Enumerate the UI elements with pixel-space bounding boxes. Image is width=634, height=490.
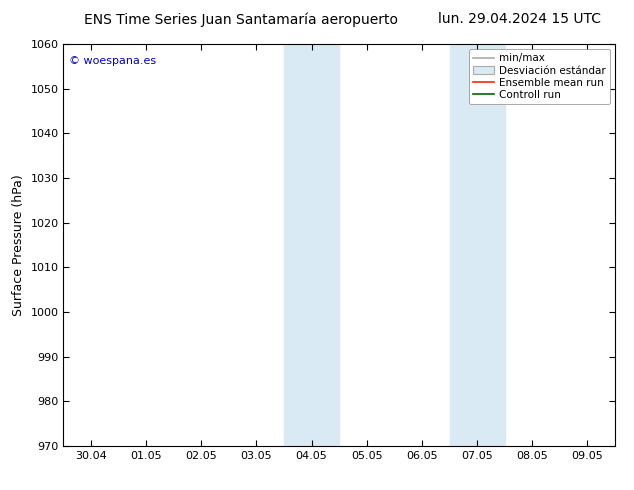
Text: lun. 29.04.2024 15 UTC: lun. 29.04.2024 15 UTC [438, 12, 602, 26]
Text: © woespana.es: © woespana.es [69, 56, 156, 66]
Bar [284, 44, 339, 446]
Bar [450, 44, 505, 446]
Legend: min/max, Desviación estándar, Ensemble mean run, Controll run: min/max, Desviación estándar, Ensemble m… [469, 49, 610, 104]
Y-axis label: Surface Pressure (hPa): Surface Pressure (hPa) [12, 174, 25, 316]
Text: ENS Time Series Juan Santamaría aeropuerto: ENS Time Series Juan Santamaría aeropuer… [84, 12, 398, 27]
